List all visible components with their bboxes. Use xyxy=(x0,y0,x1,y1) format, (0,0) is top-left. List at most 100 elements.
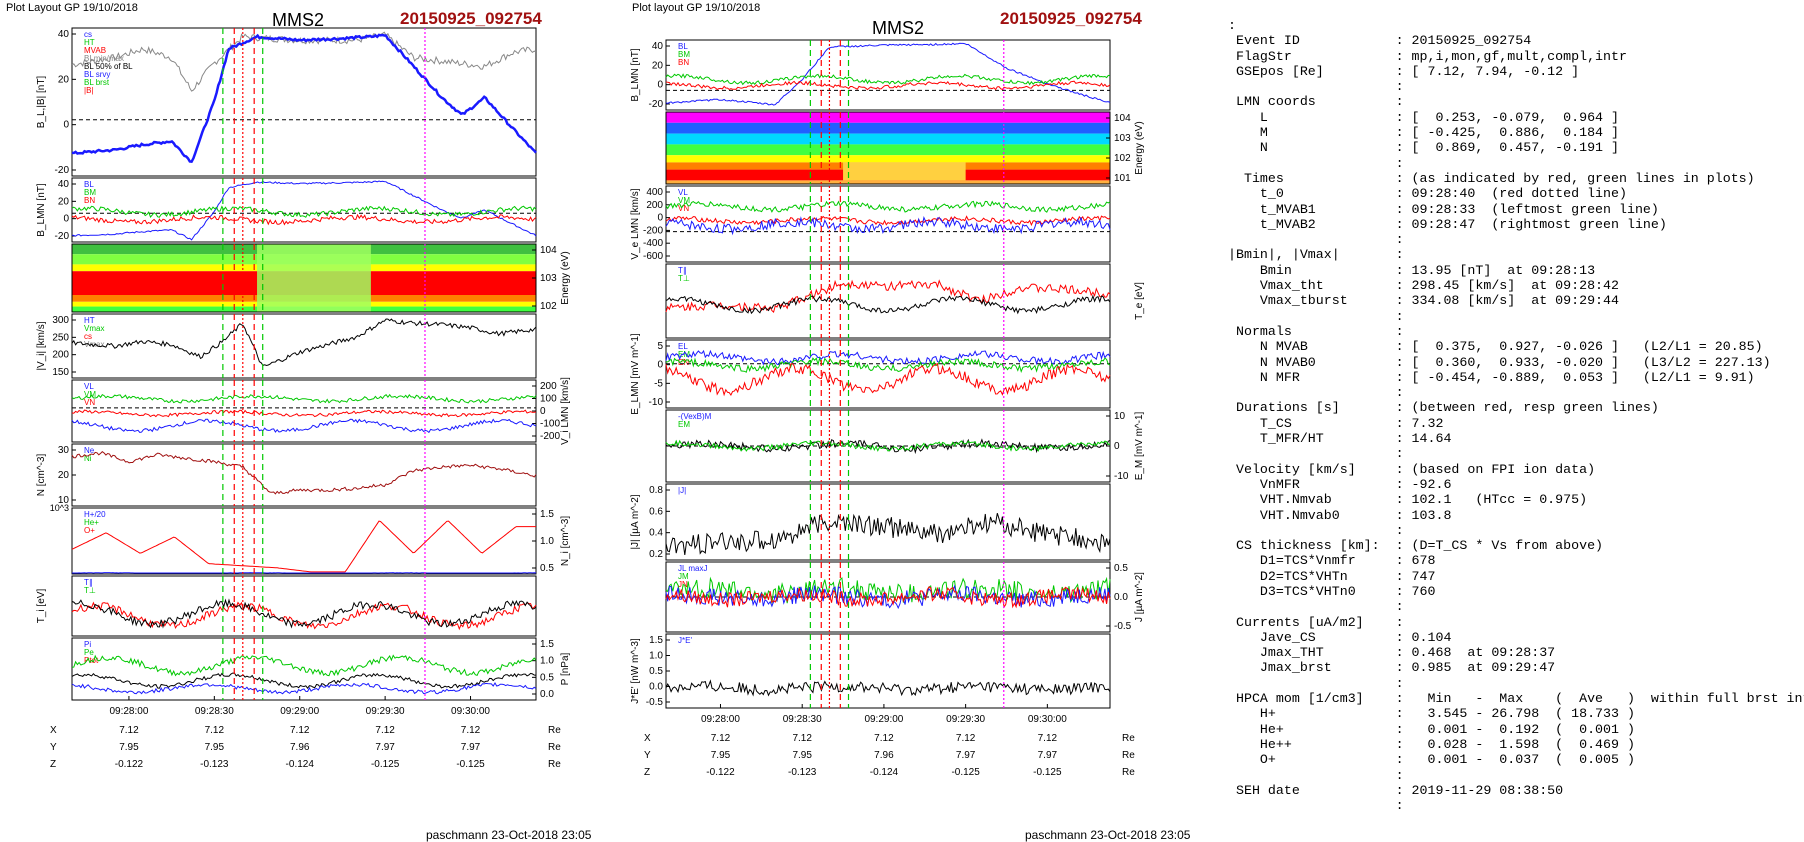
y-axis-label: N [cm^-3] xyxy=(36,454,47,497)
y-tick-label: 5 xyxy=(657,341,663,352)
y-axis-label: Energy (eV) xyxy=(560,251,571,304)
info-line: GSEpos [Re] : [ 7.12, 7.94, -0.12 ] xyxy=(1228,64,1804,79)
pos-value: 7.12 xyxy=(1038,733,1058,744)
BM-trace xyxy=(72,206,536,217)
y-tick-label: 150 xyxy=(52,367,69,378)
y-tick-label: 102 xyxy=(1114,153,1131,164)
spectrogram-band xyxy=(666,155,1110,162)
y-tick-label: -10 xyxy=(649,397,664,408)
x-tick-label: 09:28:00 xyxy=(109,706,148,717)
pos-value: -0.124 xyxy=(286,759,315,770)
pos-unit: Re xyxy=(548,759,561,770)
y-tick-label: 40 xyxy=(58,179,70,190)
y-tick-label: -0.5 xyxy=(646,697,664,708)
info-line: : xyxy=(1228,676,1804,691)
panel-frame xyxy=(666,484,1110,560)
y-axis-label: Energy (eV) xyxy=(1134,121,1145,174)
VL-trace xyxy=(72,395,536,403)
x-tick-label: 09:30:00 xyxy=(451,706,490,717)
info-line: T_CS : 7.32 xyxy=(1228,416,1804,431)
y-tick-label: 30 xyxy=(58,445,70,456)
pos-value: 7.12 xyxy=(290,725,310,736)
y-tick-label: 1.0 xyxy=(649,651,663,662)
info-line: |Bmin|, |Vmax| : xyxy=(1228,247,1804,262)
panel-frame xyxy=(72,638,536,700)
legend-entry: EM xyxy=(678,420,690,429)
pos-value: 7.12 xyxy=(375,725,395,736)
spectrogram-band xyxy=(666,144,1110,155)
spectrogram-band xyxy=(666,123,1110,134)
legend-entry: BN xyxy=(84,196,95,205)
BL-trace xyxy=(72,35,536,162)
pos-value: 7.12 xyxy=(792,733,812,744)
y-tick-label: 40 xyxy=(58,29,70,40)
BL-trace xyxy=(72,181,536,240)
x-tick-label: 09:29:00 xyxy=(864,714,903,725)
y-axis-label: B_LMN [nT] xyxy=(630,48,641,102)
y-axis-label: |V_i| [km/s] xyxy=(36,321,47,370)
y-tick-label: 1.5 xyxy=(540,639,554,650)
info-line: D1=TCS*Vnmfr : 678 xyxy=(1228,553,1804,568)
pos-value: -0.123 xyxy=(200,759,229,770)
info-line: : xyxy=(1228,18,1804,33)
info-line: L : [ 0.253, -0.079, 0.964 ] xyxy=(1228,110,1804,125)
middle-panel-6: 0.80.60.40.2|J| [µA m^-2]|J| xyxy=(630,484,1110,560)
y-tick-label: 250 xyxy=(52,332,69,343)
y-tick-label: 20 xyxy=(58,470,70,481)
y-tick-label: 0.5 xyxy=(1114,563,1128,574)
info-line: Velocity [km/s] : (based on FPI ion data… xyxy=(1228,462,1804,477)
info-line: D2=TCS*VHTn : 747 xyxy=(1228,569,1804,584)
middle-panel-8: 1.51.00.50.0-0.5J*E' [nW m^-3]J*E' xyxy=(630,634,1110,708)
pos-unit: Re xyxy=(548,742,561,753)
y-tick-label: 0.8 xyxy=(649,485,663,496)
y-tick-label: 0.6 xyxy=(649,506,663,517)
left-footer: paschmann 23-Oct-2018 23:05 xyxy=(426,828,591,842)
VM-trace xyxy=(72,410,536,417)
info-line: Normals : xyxy=(1228,324,1804,339)
panel-frame xyxy=(72,380,536,442)
pos-value: 7.95 xyxy=(119,742,139,753)
pos-value: -0.123 xyxy=(788,767,817,778)
y-tick-label: 400 xyxy=(646,187,663,198)
y-tick-label: 0 xyxy=(540,406,546,417)
spectrogram-region xyxy=(257,244,371,312)
info-line: T_MFR/HT : 14.64 xyxy=(1228,431,1804,446)
info-line: H+ : 3.545 - 26.798 ( 18.733 ) xyxy=(1228,706,1804,721)
pos-unit: Re xyxy=(1122,733,1135,744)
y-tick-label: 20 xyxy=(58,74,70,85)
y-axis-label: N_i [cm^-3] xyxy=(560,516,571,566)
y-axis-label: P [nPa] xyxy=(560,652,571,685)
pos-value: -0.122 xyxy=(706,767,735,778)
y-tick-label: -20 xyxy=(649,99,664,110)
legend-entry: |J| xyxy=(678,486,686,495)
He-trace xyxy=(72,521,536,572)
Ne-trace xyxy=(72,452,536,494)
y-axis-label: B_L,|B| [nT] xyxy=(36,76,47,129)
spectrogram-band xyxy=(666,180,1110,184)
pos-value: 7.12 xyxy=(874,733,894,744)
spectrogram-region xyxy=(843,162,966,180)
info-line: FlagStr : mp,i,mon,gf,mult,compl,intr xyxy=(1228,49,1804,64)
pos-value: 7.95 xyxy=(792,750,812,761)
VN-trace xyxy=(666,217,1110,233)
y-tick-label: 103 xyxy=(1114,133,1131,144)
info-line: : xyxy=(1228,446,1804,461)
pos-value: 7.95 xyxy=(711,750,731,761)
info-line: N MVAB : [ 0.375, 0.927, -0.026 ] (L2/L1… xyxy=(1228,339,1804,354)
pos-value: 7.96 xyxy=(290,742,310,753)
BM-trace xyxy=(666,74,1110,84)
info-line: Currents [uA/m2] : xyxy=(1228,615,1804,630)
info-line: t_0 : 09:28:40 (red dotted line) xyxy=(1228,186,1804,201)
y-tick-label: 200 xyxy=(52,350,69,361)
y-tick-label: -600 xyxy=(643,251,663,262)
panel-frame xyxy=(666,634,1110,708)
y-tick-label: -0.5 xyxy=(1114,621,1132,632)
info-line: N : [ 0.869, 0.457, -0.191 ] xyxy=(1228,140,1804,155)
info-line: Jmax_THT : 0.468 at 09:28:37 xyxy=(1228,645,1804,660)
info-line: : xyxy=(1228,599,1804,614)
